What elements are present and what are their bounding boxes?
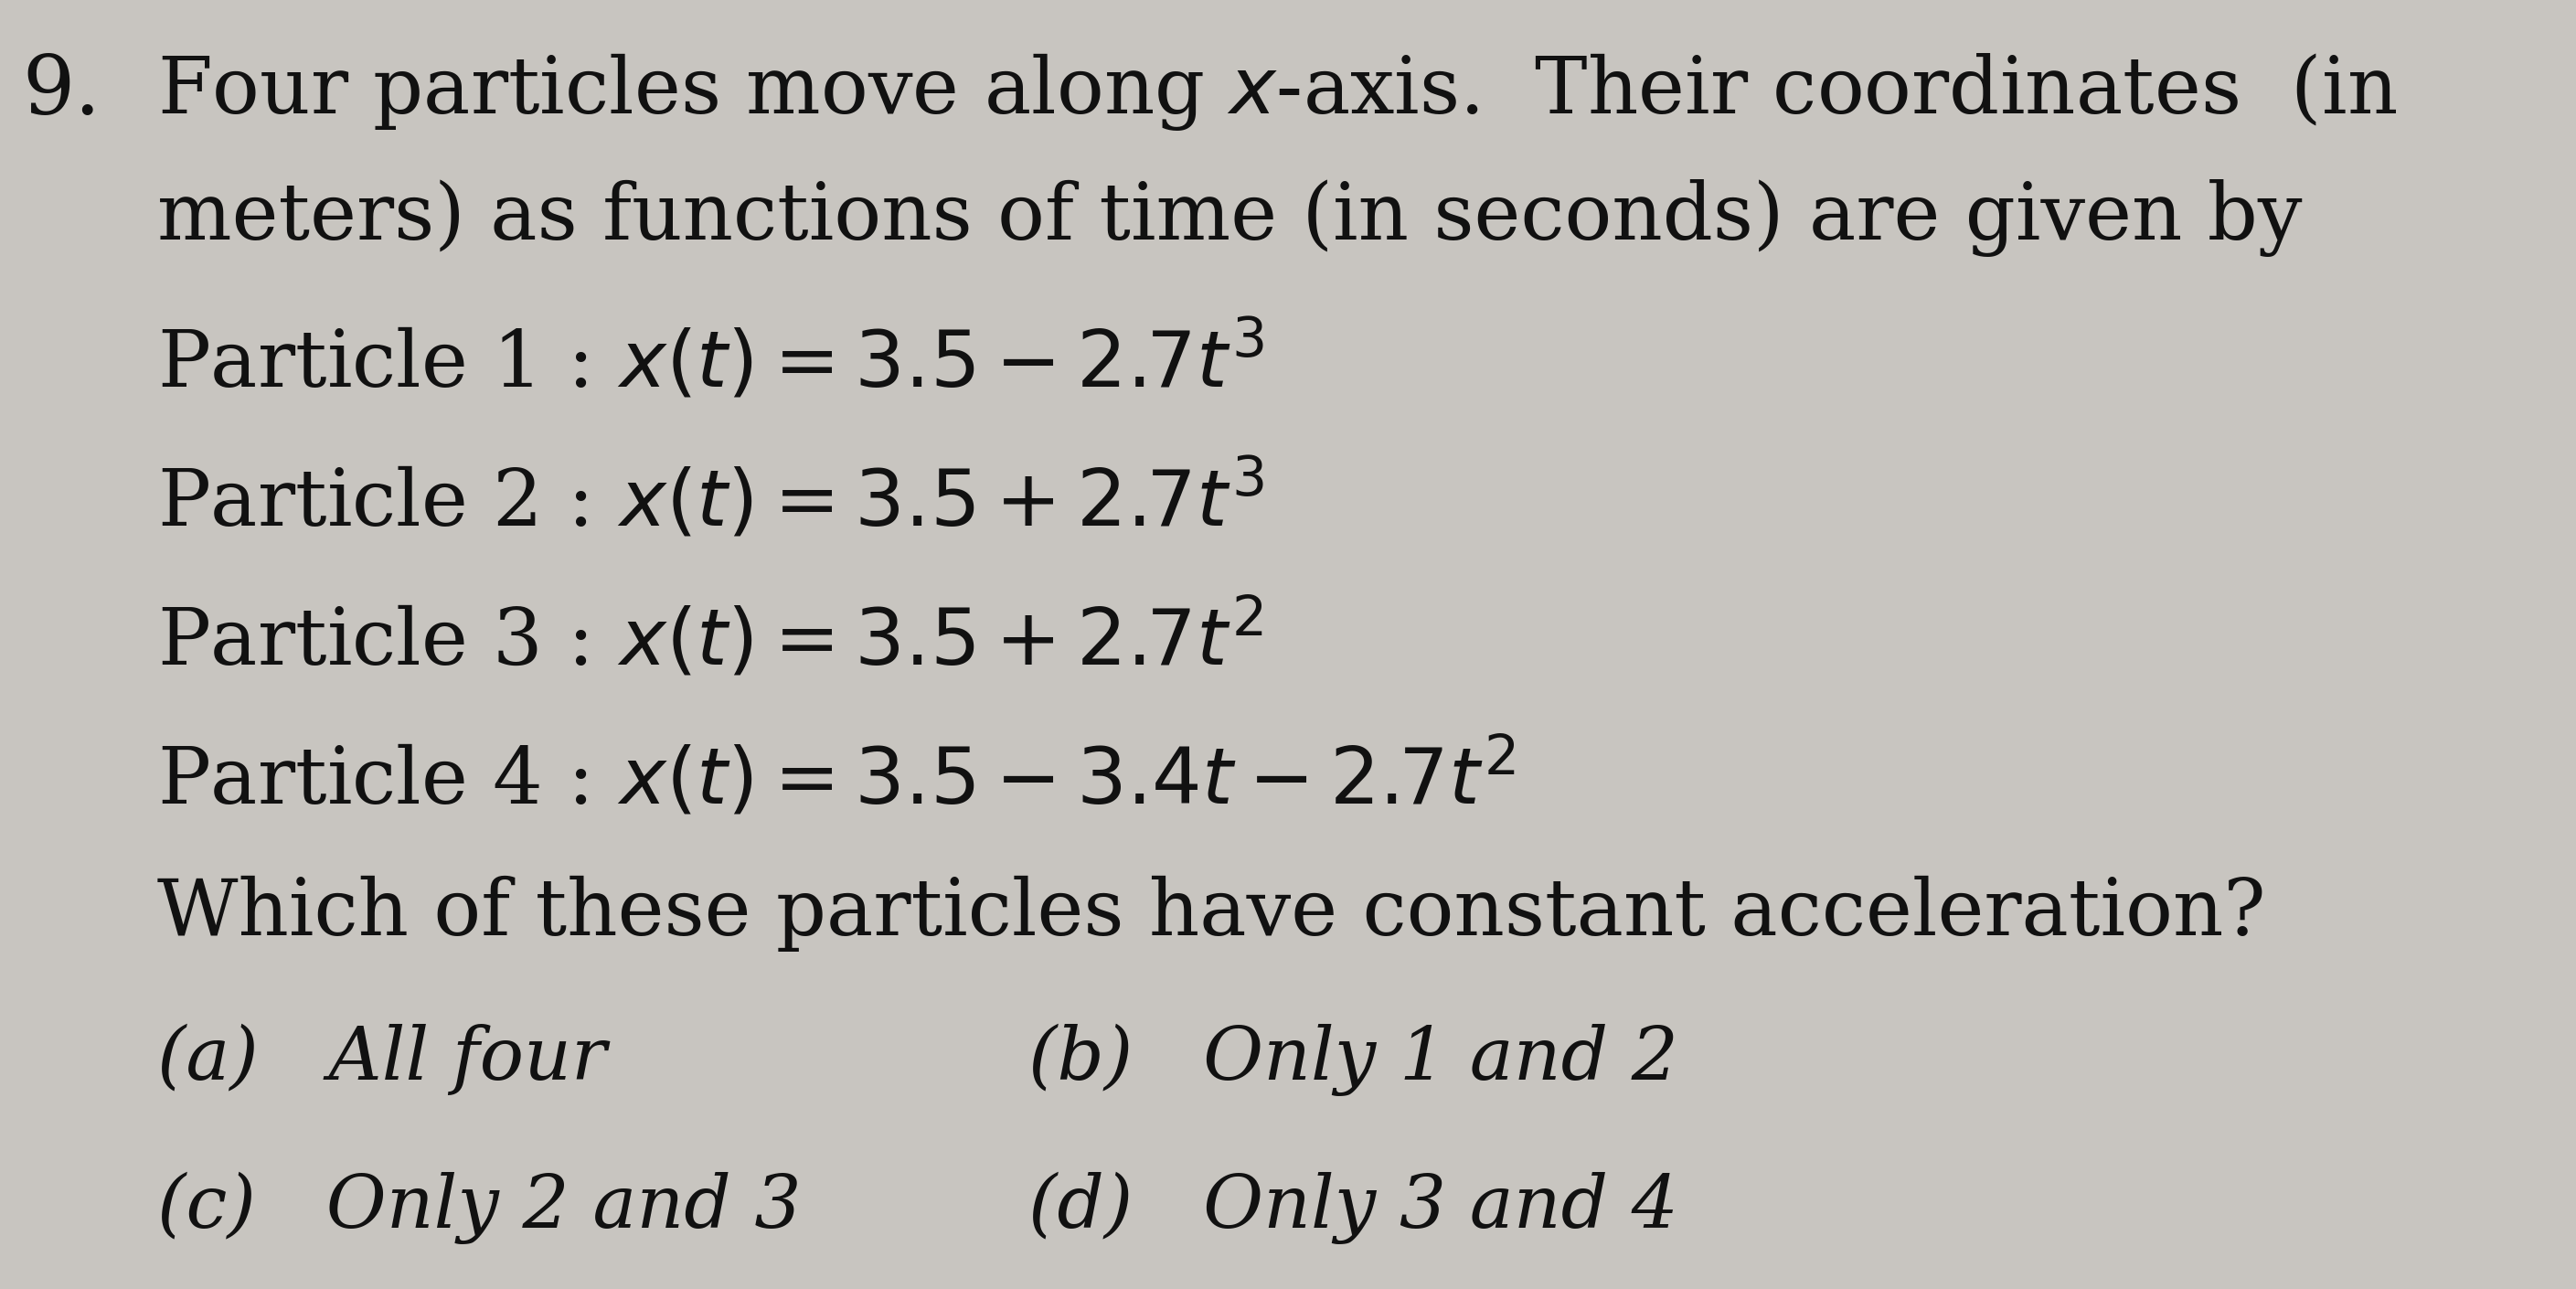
Text: Which of these particles have constant acceleration?: Which of these particles have constant a… [157, 875, 2267, 951]
Text: 9.: 9. [21, 52, 100, 131]
Text: (d)   Only 3 and 4: (d) Only 3 and 4 [1028, 1172, 1680, 1245]
Text: (a)   All four: (a) All four [157, 1023, 608, 1096]
Text: Particle 3 : $x(t) = 3.5 + 2.7t^2$: Particle 3 : $x(t) = 3.5 + 2.7t^2$ [157, 597, 1262, 682]
Text: (b)   Only 1 and 2: (b) Only 1 and 2 [1028, 1023, 1680, 1097]
Text: (c)   Only 2 and 3: (c) Only 2 and 3 [157, 1172, 801, 1245]
Text: Four particles move along $x$-axis.  Their coordinates  (in: Four particles move along $x$-axis. Thei… [157, 52, 2398, 133]
Text: meters) as functions of time (in seconds) are given by: meters) as functions of time (in seconds… [157, 179, 2303, 258]
Text: Particle 4 : $x(t) = 3.5 - 3.4t - 2.7t^2$: Particle 4 : $x(t) = 3.5 - 3.4t - 2.7t^2… [157, 736, 1517, 821]
Text: Particle 1 : $x(t) = 3.5 - 2.7t^3$: Particle 1 : $x(t) = 3.5 - 2.7t^3$ [157, 318, 1265, 403]
Text: Particle 2 : $x(t) = 3.5 + 2.7t^3$: Particle 2 : $x(t) = 3.5 + 2.7t^3$ [157, 458, 1265, 543]
